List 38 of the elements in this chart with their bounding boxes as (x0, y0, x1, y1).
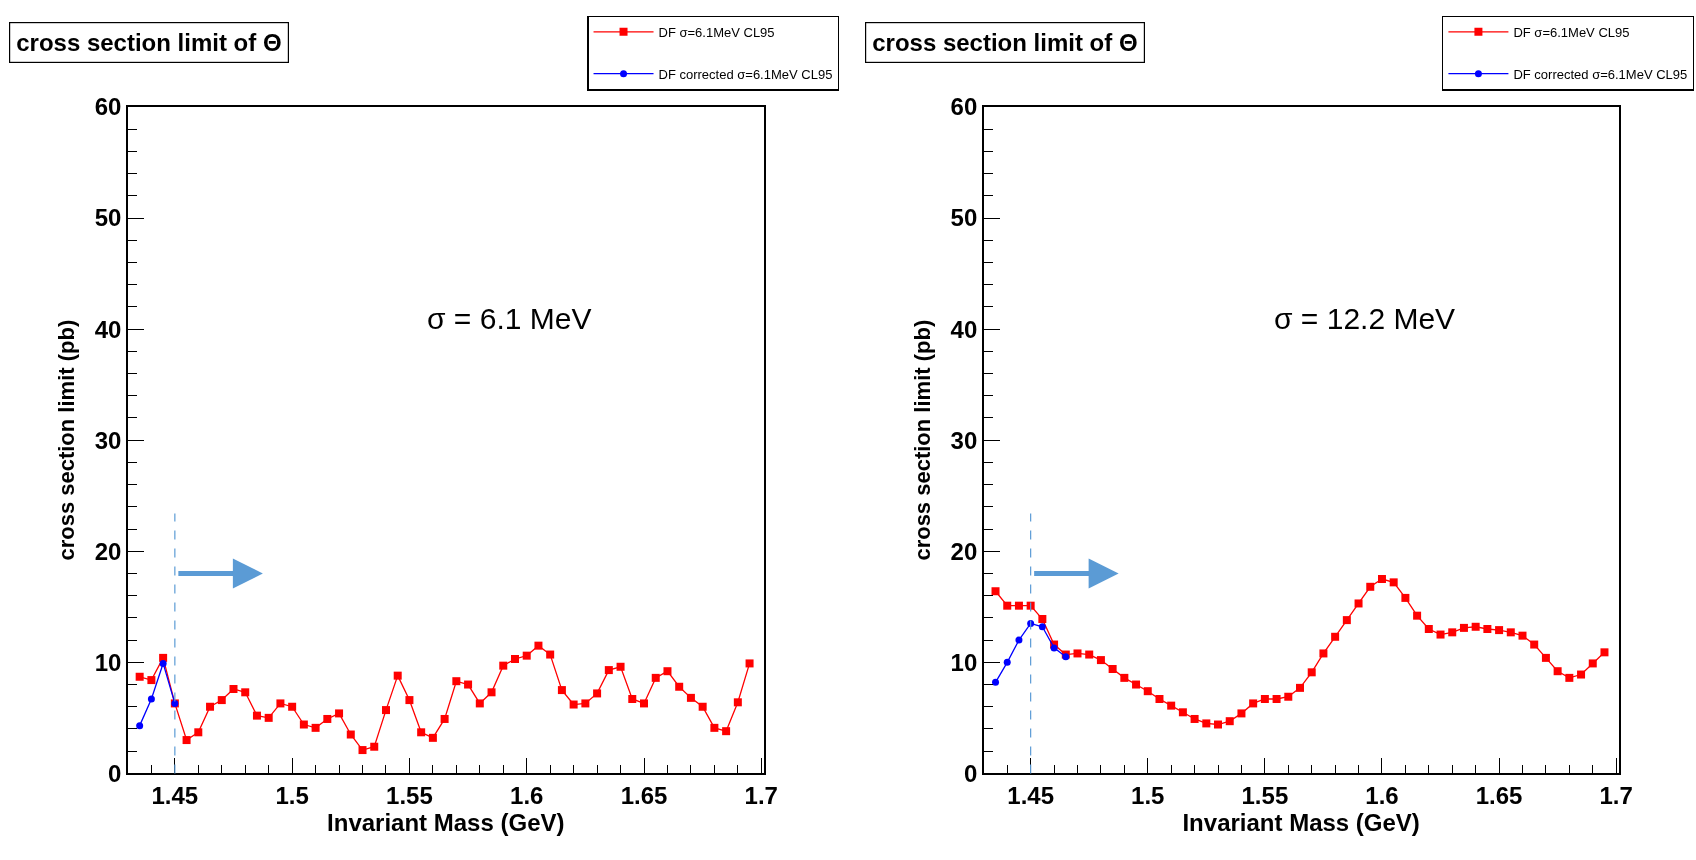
x-tick-label: 1.45 (1007, 781, 1055, 809)
y-tick-label: 10 (94, 648, 122, 676)
y-tick-label: 20 (94, 537, 122, 565)
x-tick-label: 1.7 (1599, 781, 1633, 809)
annotation: σ = 6.1 MeV (427, 302, 592, 335)
x-tick-label: 1.5 (275, 781, 309, 809)
x-tick-label: 1.6 (510, 781, 544, 809)
y-tick-label: 40 (94, 315, 122, 343)
x-axis-title: Invariant Mass (GeV) (327, 808, 565, 836)
y-tick-label: 20 (950, 537, 978, 565)
x-axis-title: Invariant Mass (GeV) (1182, 808, 1420, 836)
x-tick-label: 1.55 (1241, 781, 1289, 809)
chart-title: cross section limit of Θ (16, 29, 282, 57)
x-tick-label: 1.5 (1131, 781, 1165, 809)
y-tick-label: 60 (950, 93, 978, 121)
y-axis-title: cross section limit (pb) (909, 319, 935, 561)
y-tick-label: 0 (108, 759, 122, 787)
x-tick-label: 1.45 (151, 781, 199, 809)
legend-label: DF corrected σ=6.1MeV CL95 (1513, 66, 1688, 82)
x-tick-label: 1.65 (620, 781, 668, 809)
annotation: σ = 12.2 MeV (1274, 302, 1456, 335)
y-tick-label: 50 (94, 204, 122, 232)
y-tick-label: 60 (94, 93, 122, 121)
y-axis-title: cross section limit (pb) (53, 319, 79, 561)
legend-label: DF σ=6.1MeV CL95 (658, 24, 775, 40)
y-tick-label: 0 (963, 759, 978, 787)
y-tick-label: 30 (950, 426, 978, 454)
legend-label: DF corrected σ=6.1MeV CL95 (658, 66, 833, 82)
y-tick-label: 40 (950, 315, 978, 343)
chart-title: cross section limit of Θ (872, 29, 1138, 57)
y-tick-label: 50 (950, 204, 978, 232)
x-tick-label: 1.6 (1365, 781, 1399, 809)
y-tick-label: 10 (950, 648, 978, 676)
y-tick-label: 30 (94, 426, 122, 454)
legend-label: DF σ=6.1MeV CL95 (1513, 24, 1630, 40)
x-tick-label: 1.55 (386, 781, 433, 809)
x-tick-label: 1.7 (744, 781, 778, 809)
x-tick-label: 1.65 (1475, 781, 1523, 809)
